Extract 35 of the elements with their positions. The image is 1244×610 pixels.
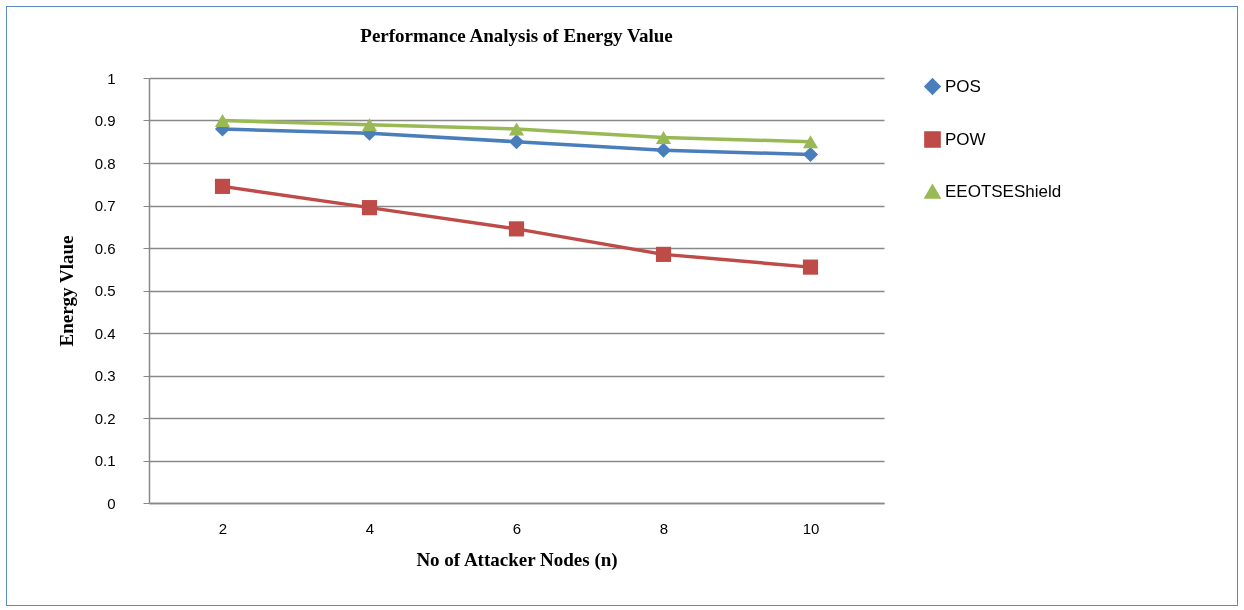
legend-label: POS — [945, 76, 981, 96]
point — [802, 146, 819, 163]
y-axis-title: Energy Vlaue — [55, 235, 77, 347]
y-tick-label: 0 — [107, 494, 116, 512]
y-tick-label: 0.9 — [94, 112, 116, 129]
point — [361, 118, 378, 132]
y-tick-label: 0.5 — [94, 282, 116, 299]
point — [655, 246, 672, 262]
point — [508, 122, 525, 136]
point — [802, 259, 819, 275]
x-tick-label: 6 — [512, 519, 522, 537]
point — [214, 113, 231, 128]
point — [361, 200, 378, 216]
y-tick-label: 0.2 — [94, 409, 116, 427]
y-tick-label: 0.7 — [94, 197, 116, 214]
legend-label: POW — [945, 129, 986, 149]
x-tick-label: 8 — [659, 519, 669, 537]
point — [508, 134, 525, 150]
point — [214, 178, 231, 194]
y-tick-label: 0.3 — [94, 367, 116, 384]
y-tick-label: 1 — [107, 69, 116, 87]
point — [655, 130, 672, 145]
y-tick-label: 0.4 — [94, 324, 116, 342]
y-tick-label: 0.8 — [94, 154, 116, 172]
x-tick-label: 2 — [218, 519, 228, 537]
chart-title: Performance Analysis of Energy Value — [360, 25, 673, 46]
y-tick-label: 0.6 — [94, 239, 116, 257]
y-tick-label: 0.1 — [94, 452, 116, 469]
x-tick-label: 4 — [365, 519, 375, 537]
point — [655, 142, 672, 158]
point — [802, 135, 819, 149]
x-axis-title: No of Attacker Nodes (n) — [416, 548, 618, 571]
point — [508, 221, 525, 237]
x-tick-label: 10 — [802, 519, 820, 537]
legend-label: EEOTSEShield — [945, 181, 1062, 201]
